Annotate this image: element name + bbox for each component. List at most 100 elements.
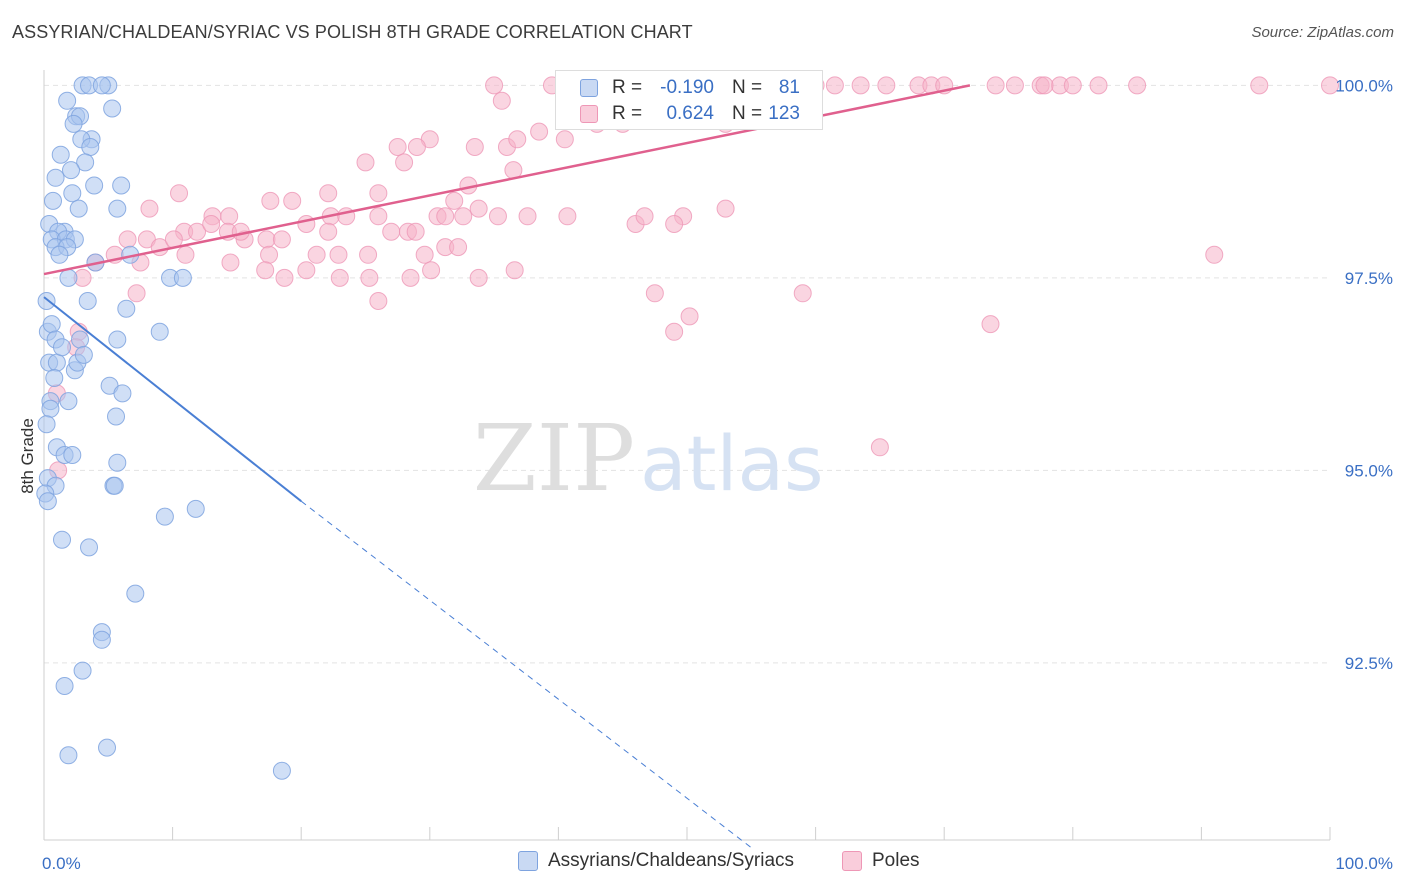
poles-point <box>555 130 574 149</box>
legend-swatch-assyrian <box>518 851 538 871</box>
poles-point <box>356 153 375 172</box>
poles-point <box>261 191 280 210</box>
assyrian-point <box>37 415 56 434</box>
poles-trend-line <box>43 84 971 276</box>
poles-point <box>307 245 326 264</box>
poles-point <box>645 284 664 303</box>
assyrian-point <box>78 292 97 310</box>
assyrian-point <box>173 268 192 287</box>
tick-labels: 92.5% 95.0% 97.5% 100.0% 0.0% 100.0% <box>42 76 1393 873</box>
poles-point <box>505 261 524 280</box>
assyrian-point <box>112 176 131 195</box>
assyrian-point <box>272 761 291 780</box>
poles-point <box>870 438 889 457</box>
stats-r-label: R = <box>612 103 643 124</box>
assyrian-point <box>155 507 174 526</box>
assyrian-point <box>46 168 65 187</box>
poles-point <box>1035 76 1054 95</box>
assyrian-trend-extension <box>300 500 752 849</box>
poles-point <box>1005 76 1024 95</box>
assyrian-point <box>74 345 93 364</box>
poles-point <box>221 253 240 272</box>
stats-r-value: 0.624 <box>666 103 714 124</box>
watermark-zip: ZIP <box>473 405 635 512</box>
watermark: ZIP atlas <box>473 405 824 512</box>
assyrian-point <box>71 330 90 349</box>
assyrian-point <box>51 145 70 164</box>
source-credit: Source: ZipAtlas.com <box>1251 24 1394 41</box>
poles-point <box>407 138 426 156</box>
poles-point <box>508 130 527 149</box>
poles-point <box>1063 76 1082 95</box>
assyrian-point <box>58 91 77 110</box>
poles-point <box>680 307 699 326</box>
stats-r-value: -0.190 <box>660 77 714 98</box>
poles-point <box>272 230 291 249</box>
assyrian-point <box>186 499 205 518</box>
poles-point <box>401 268 420 287</box>
stats-row-poles: R = 0.624 N = 123 <box>556 101 824 127</box>
chart-title: ASSYRIAN/CHALDEAN/SYRIAC VS POLISH 8TH G… <box>12 22 693 42</box>
assyrian-point <box>81 138 100 156</box>
poles-point <box>1321 76 1339 95</box>
poles-point <box>395 153 414 172</box>
legend-swatch-poles <box>842 851 862 871</box>
poles-point <box>1205 245 1224 264</box>
poles-point <box>635 207 654 226</box>
poles-point <box>330 268 349 287</box>
assyrian-trend-line <box>43 296 302 502</box>
poles-point <box>716 199 735 218</box>
poles-point <box>297 261 316 280</box>
x-tick-label: 0.0% <box>42 854 81 873</box>
assyrian-point <box>108 199 127 218</box>
poles-point <box>283 191 302 210</box>
poles-point <box>359 245 378 264</box>
assyrian-points <box>36 76 291 780</box>
poles-point <box>1250 76 1269 95</box>
assyrian-point <box>69 199 88 218</box>
assyrian-point <box>92 76 111 95</box>
poles-point <box>445 191 464 210</box>
assyrian-point <box>63 446 82 464</box>
assyrian-point <box>53 530 72 549</box>
y-tick-label: 95.0% <box>1345 461 1393 480</box>
grid-lines <box>44 84 1330 664</box>
poles-point <box>793 284 812 303</box>
y-tick-label: 92.5% <box>1345 654 1393 673</box>
poles-point <box>319 184 338 203</box>
poles-point <box>469 199 488 218</box>
assyrian-point <box>59 392 78 411</box>
assyrian-point <box>98 738 117 757</box>
poles-point <box>118 230 137 249</box>
poles-point <box>329 245 348 264</box>
assyrian-point <box>76 153 95 172</box>
poles-point <box>986 76 1005 95</box>
poles-point <box>369 292 388 310</box>
legend-label-assyrian: Assyrians/Chaldeans/Syriacs <box>548 850 795 871</box>
poles-point <box>260 245 279 264</box>
stats-swatch-assyrian <box>580 79 598 97</box>
assyrian-point <box>92 630 111 649</box>
assyrian-point <box>107 407 126 426</box>
stats-r-label: R = <box>612 77 643 98</box>
poles-point <box>1089 76 1108 95</box>
poles-point <box>665 322 684 341</box>
legend-label-poles: Poles <box>872 850 920 871</box>
bottom-legend: Assyrians/Chaldeans/Syriacs Poles <box>0 850 1406 880</box>
poles-point <box>851 76 870 95</box>
assyrian-point <box>59 746 78 765</box>
poles-point <box>202 215 221 233</box>
y-axis-label: 8th Grade <box>18 418 37 494</box>
stats-n-label: N = <box>732 103 763 124</box>
stats-n-value: 123 <box>768 103 800 124</box>
poles-point <box>530 122 549 141</box>
assyrian-point <box>105 476 124 495</box>
poles-point <box>360 268 379 287</box>
assyrian-point <box>108 330 127 349</box>
assyrian-point <box>126 584 145 603</box>
poles-point <box>518 207 537 226</box>
assyrian-point <box>50 245 69 264</box>
poles-point <box>127 284 146 303</box>
y-tick-label: 100.0% <box>1335 76 1393 95</box>
poles-point <box>220 207 239 226</box>
